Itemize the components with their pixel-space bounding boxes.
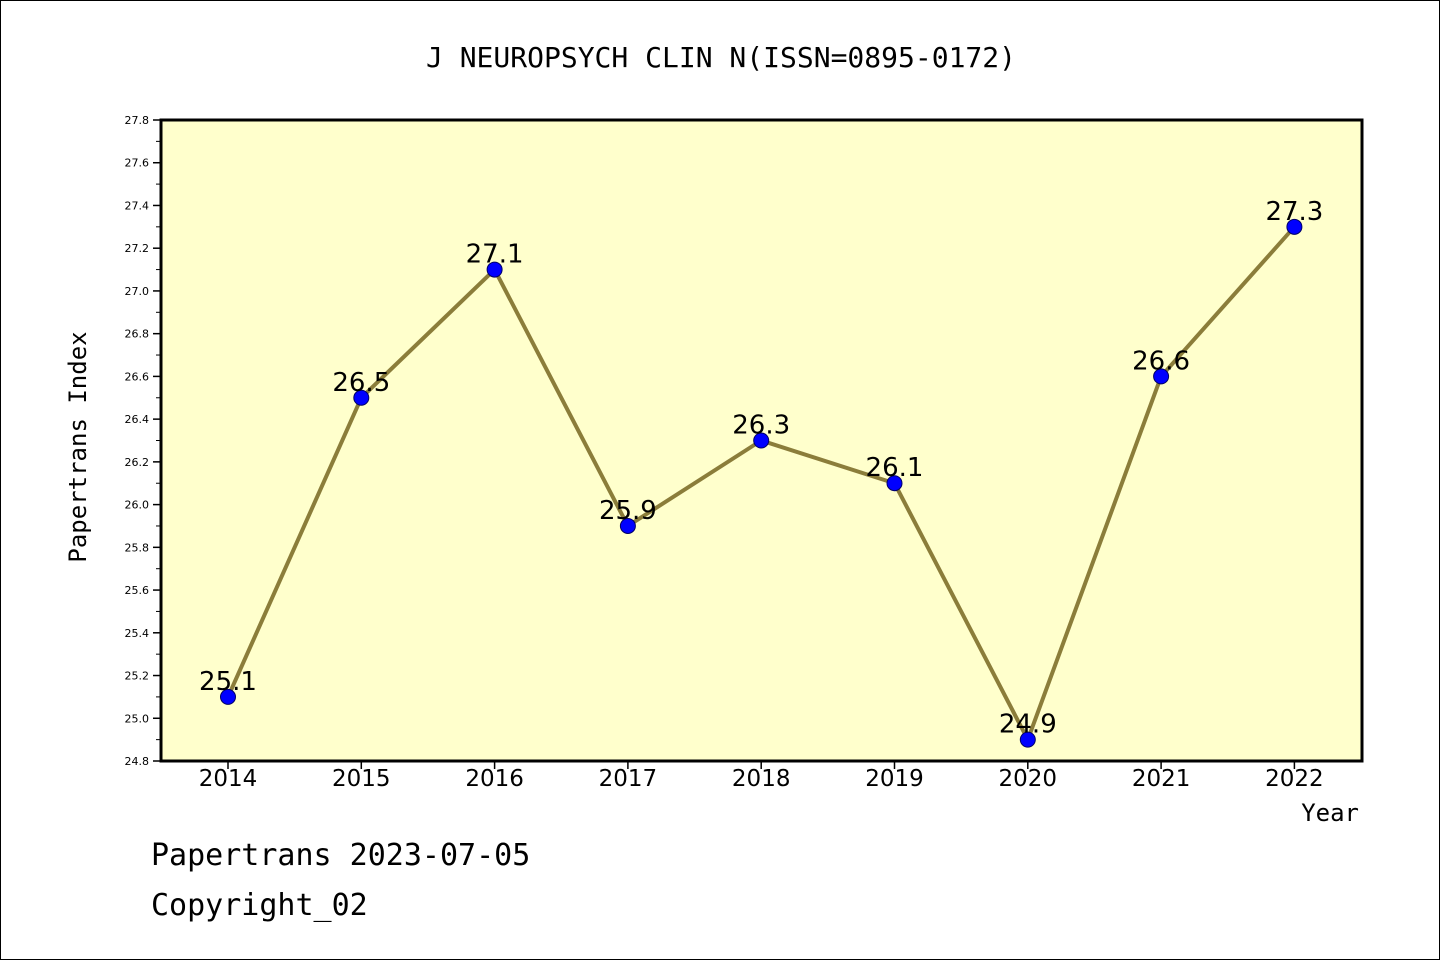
x-tick-label: 2017 bbox=[599, 766, 658, 792]
x-tick-label: 2019 bbox=[865, 766, 924, 792]
data-point-2022 bbox=[1286, 218, 1303, 235]
x-tick-label: 2021 bbox=[1132, 766, 1191, 792]
y-tick-label: 26.0 bbox=[125, 499, 150, 512]
footer-date: Papertrans 2023-07-05 bbox=[151, 838, 530, 873]
data-point-2014 bbox=[220, 688, 236, 705]
y-tick-label: 26.2 bbox=[125, 456, 150, 469]
data-label-2018: 26.3 bbox=[732, 411, 790, 441]
y-tick-label: 25.8 bbox=[125, 541, 150, 554]
data-label-2022: 27.3 bbox=[1265, 197, 1323, 227]
y-tick-label: 27.8 bbox=[125, 114, 150, 127]
y-tick-label: 24.8 bbox=[125, 755, 150, 768]
x-tick-label: 2022 bbox=[1265, 766, 1324, 792]
data-label-2016: 27.1 bbox=[466, 240, 524, 270]
data-label-2015: 26.5 bbox=[332, 368, 390, 398]
x-tick-label: 2015 bbox=[332, 766, 391, 792]
x-axis: 2014 2015 2016 2017 2018 2019 2020 2021 2022 bbox=[199, 761, 1324, 792]
chart-title: J NEUROPSYCH CLIN N(ISSN=0895-0172) bbox=[426, 41, 1016, 74]
data-point-2018 bbox=[753, 432, 770, 449]
data-label-2021: 26.6 bbox=[1132, 346, 1190, 376]
y-tick-label: 27.4 bbox=[125, 199, 150, 212]
y-tick-label: 26.6 bbox=[125, 370, 150, 383]
data-label-2017: 25.9 bbox=[599, 496, 657, 526]
y-tick-label: 27.0 bbox=[125, 285, 150, 298]
y-axis-title: Papertrans Index bbox=[64, 331, 92, 562]
data-point-2020 bbox=[1019, 731, 1036, 748]
y-tick-label: 25.2 bbox=[125, 670, 150, 683]
data-label-2014: 25.1 bbox=[199, 667, 257, 697]
data-point-2019 bbox=[886, 475, 903, 492]
y-tick-label: 25.4 bbox=[125, 627, 150, 640]
plot-border bbox=[159, 118, 1364, 763]
x-axis-title: Year bbox=[1301, 799, 1359, 827]
data-labels: 25.1 26.5 27.1 25.9 26.3 26.1 24.9 26.6 27.3 bbox=[199, 197, 1323, 740]
data-label-2020: 24.9 bbox=[999, 710, 1057, 740]
data-point-2017 bbox=[619, 517, 636, 534]
y-tick-label: 25.0 bbox=[125, 712, 150, 725]
x-tick-label: 2014 bbox=[199, 766, 258, 792]
y-tick-label: 25.6 bbox=[125, 584, 150, 597]
data-points bbox=[220, 218, 1303, 748]
y-axis: 24.8 25.0 25.2 25.4 25.6 25.8 26.0 26.2 26.4 26.6… bbox=[125, 114, 161, 768]
data-point-2021 bbox=[1153, 368, 1170, 385]
data-point-2016 bbox=[486, 261, 503, 278]
footer-copyright: Copyright_02 bbox=[151, 888, 368, 923]
y-tick-label: 27.2 bbox=[125, 242, 150, 255]
x-tick-label: 2016 bbox=[465, 766, 524, 792]
y-tick-label: 26.4 bbox=[125, 413, 150, 426]
y-tick-label: 27.6 bbox=[125, 157, 150, 170]
data-label-2019: 26.1 bbox=[866, 453, 924, 483]
x-tick-label: 2020 bbox=[999, 766, 1058, 792]
x-tick-label: 2018 bbox=[732, 766, 791, 792]
y-tick-label: 26.8 bbox=[125, 328, 150, 341]
data-point-2015 bbox=[353, 389, 370, 406]
